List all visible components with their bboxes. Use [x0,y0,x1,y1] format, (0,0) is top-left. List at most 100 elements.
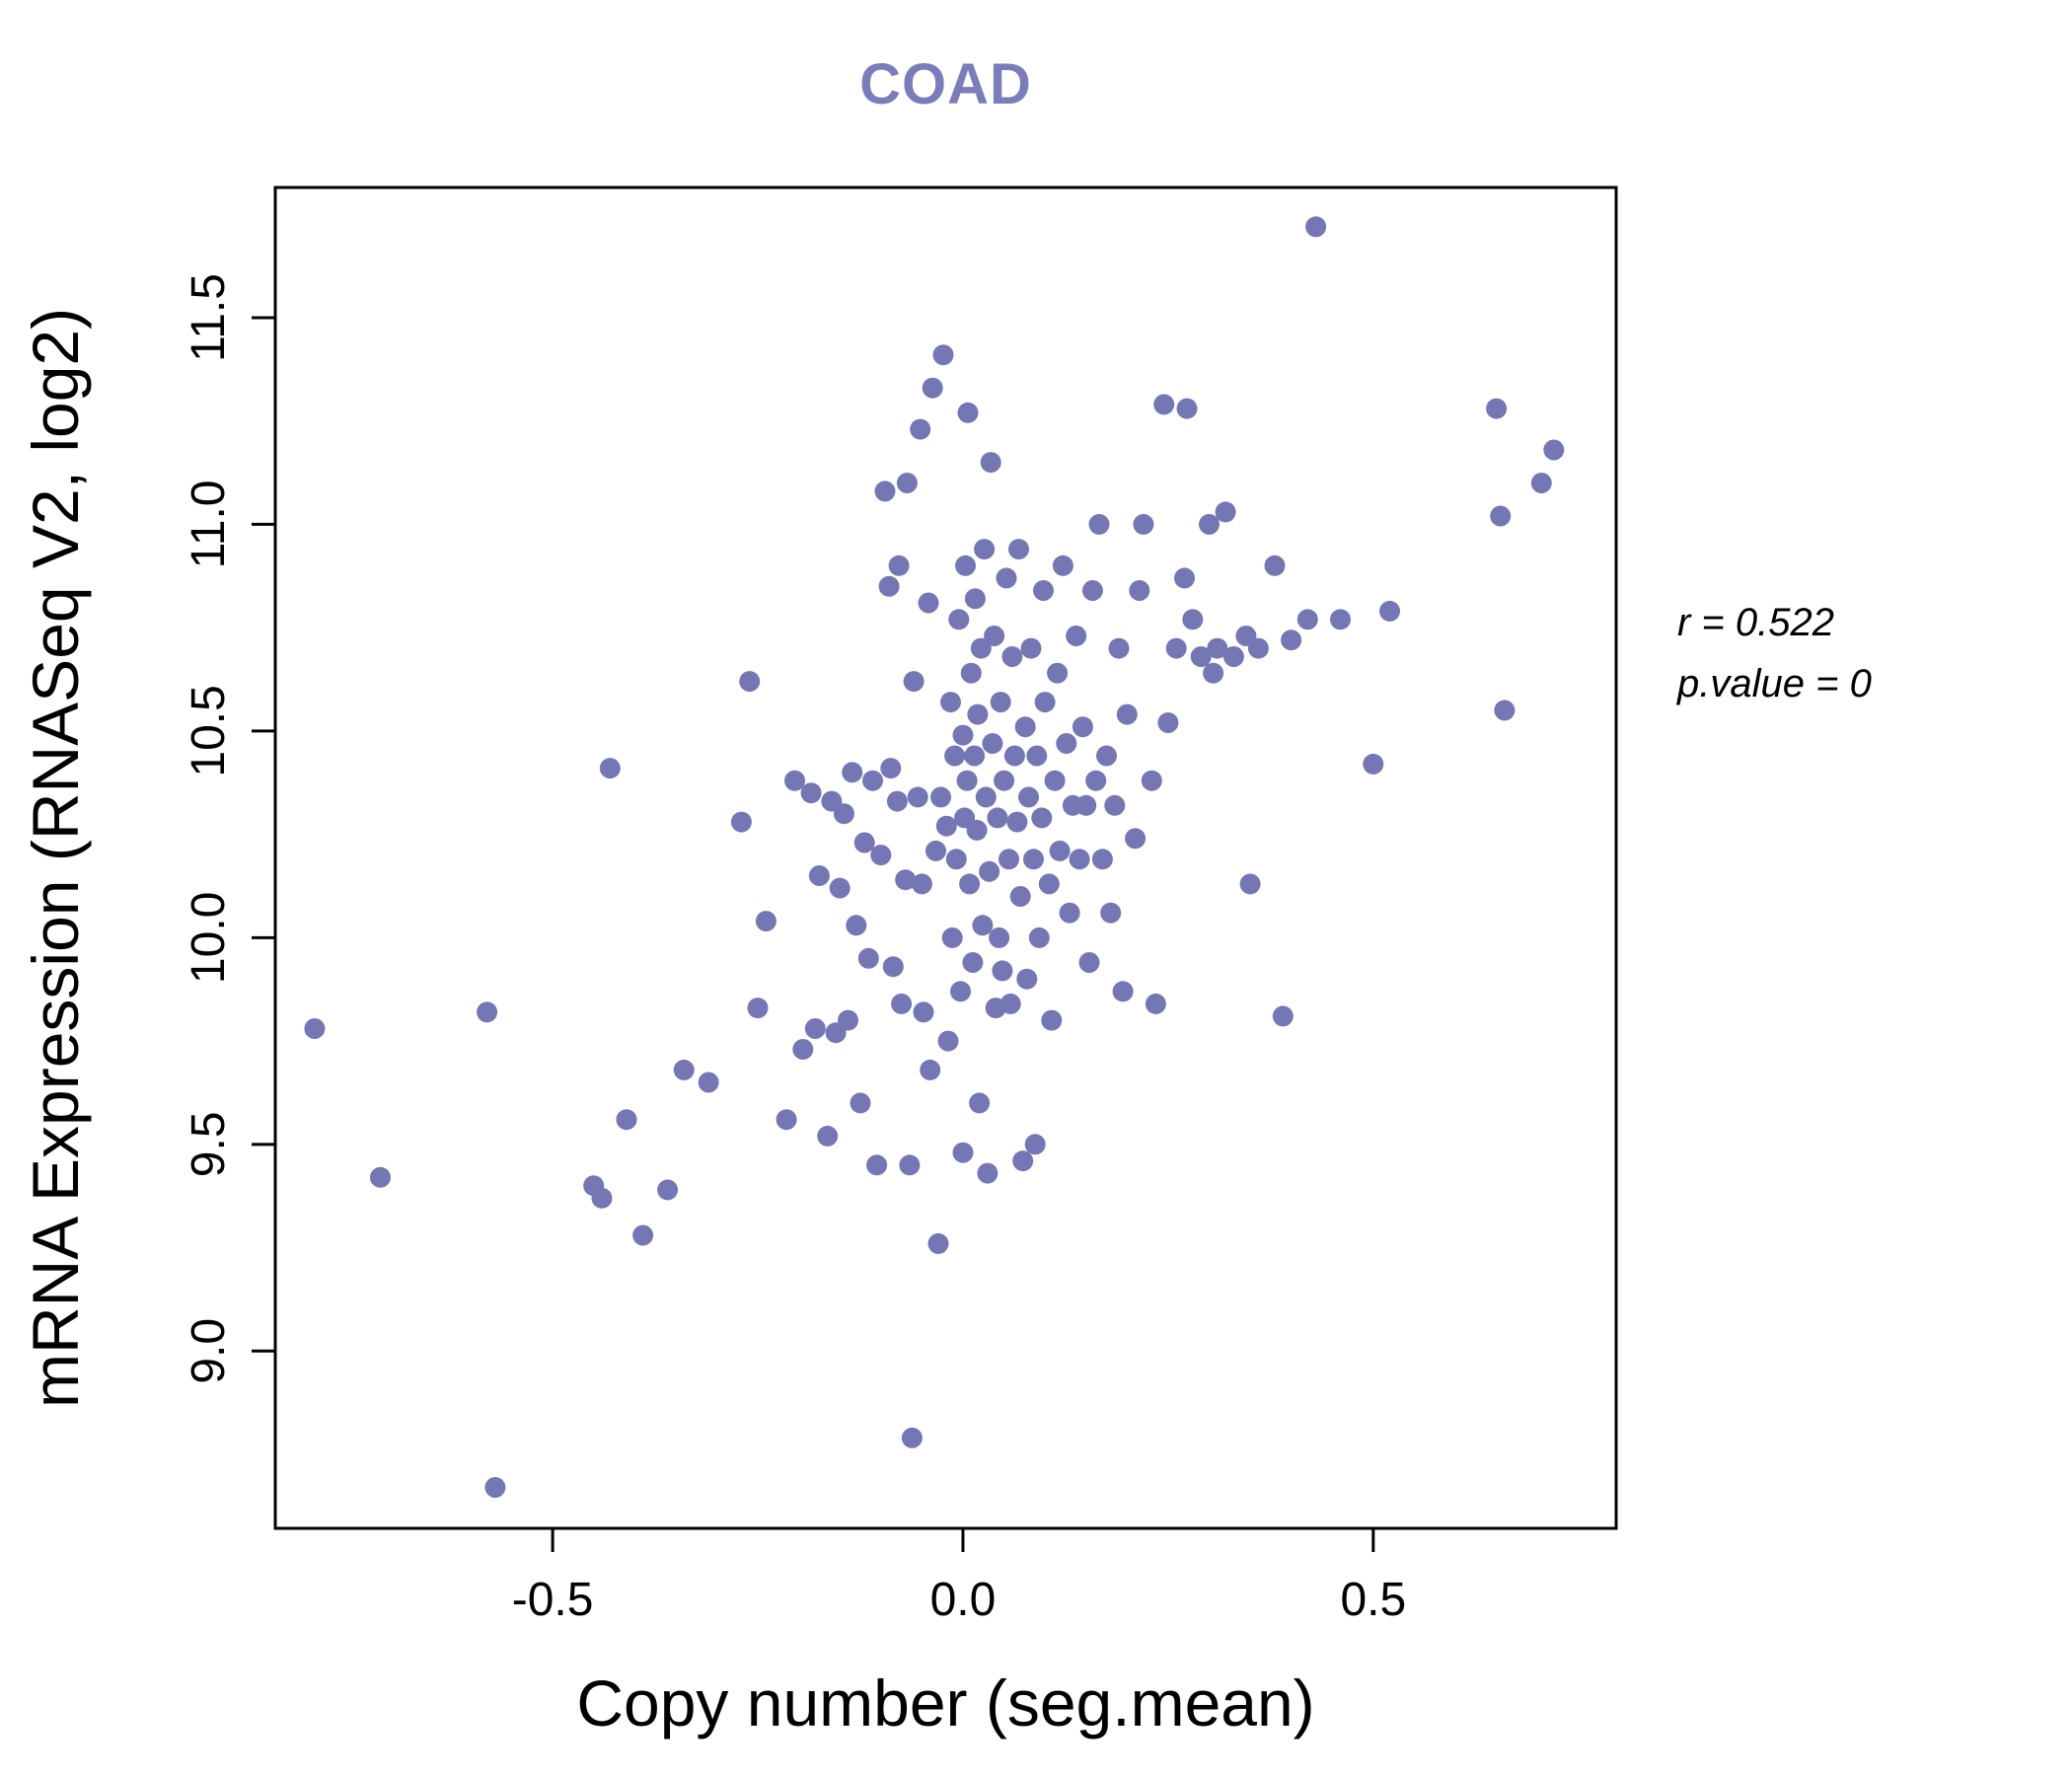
data-point [1018,786,1039,808]
data-point [747,998,769,1019]
data-point [979,860,1000,882]
data-point [888,555,910,576]
data-point [952,1142,974,1163]
data-point [1078,952,1100,973]
data-point [899,1154,921,1176]
data-point [1247,637,1269,659]
data-point [591,1187,613,1209]
x-axis-label: Copy number (seg.mean) [576,1666,1315,1739]
data-point [1165,637,1187,659]
data-point [1014,716,1036,738]
y-axis-label: mRNA Expression (RNASeq V2, log2) [19,307,92,1409]
data-point [1190,646,1212,667]
data-point [1047,662,1069,684]
data-point [969,1092,991,1114]
data-point [792,1039,814,1060]
data-point [632,1224,654,1246]
data-point [1530,473,1552,493]
data-point [935,815,957,837]
data-point [1182,609,1204,630]
data-point [882,956,904,978]
data-point [1023,849,1044,870]
data-point [1239,873,1261,895]
data-point [1081,580,1103,601]
data-point [1049,840,1071,861]
data-point [1215,501,1236,523]
data-point [911,873,932,895]
data-point [1222,646,1244,667]
data-point [932,344,954,366]
data-point [1024,1134,1046,1155]
data-point [1075,794,1097,816]
data-point [950,981,971,1002]
data-point [1145,993,1166,1014]
data-point [776,1109,797,1131]
data-point [895,869,917,891]
y-tick-label: 10.5 [183,685,235,777]
data-point [1012,1150,1034,1172]
data-point [1207,637,1228,659]
data-point [896,473,918,493]
data-point [984,626,1005,646]
data-point [970,637,992,659]
data-point [956,770,978,791]
data-point [1305,216,1327,238]
data-point [1490,505,1512,527]
data-point [1112,981,1134,1002]
data-point [940,692,961,713]
data-point [962,952,984,973]
data-point [1141,770,1162,791]
data-point [829,877,851,899]
y-tick-label: 9.5 [183,1111,235,1177]
data-point [1028,926,1050,948]
data-point [817,1125,839,1147]
data-point [874,481,896,502]
data-point [866,1154,888,1176]
x-tick-label: 0.5 [1340,1574,1406,1626]
data-point [901,1427,923,1448]
plot-border [273,185,1618,1530]
data-point [1153,394,1175,415]
data-point [1038,873,1060,895]
data-point [967,703,989,725]
data-point [1116,703,1138,725]
data-point [842,762,863,783]
p-value-text: p.value = 0 [1677,662,1872,705]
data-point [972,915,994,936]
data-point [1091,849,1113,870]
data-point [1044,770,1066,791]
data-point [1096,745,1117,767]
data-point [1104,794,1126,816]
data-point [907,786,928,808]
data-point [952,724,974,746]
data-point [1009,886,1031,907]
x-tick-label: -0.5 [512,1574,594,1626]
data-point [755,911,777,932]
data-point [1174,567,1195,589]
data-point [1006,811,1028,833]
data-point [1033,580,1054,601]
data-point [1031,807,1053,829]
data-point [1543,439,1565,461]
data-point [1281,629,1302,651]
data-point [966,819,988,841]
data-point [1059,902,1080,924]
data-point [1486,398,1508,419]
data-point [1003,745,1025,767]
data-point [599,758,621,779]
data-point [999,849,1019,870]
data-point [477,1001,498,1023]
data-point [1016,968,1038,990]
data-point [1176,398,1198,419]
y-tick-label: 9.0 [183,1318,235,1384]
data-point [999,993,1021,1014]
y-tick-label: 11.0 [183,480,235,568]
data-point [857,947,879,969]
data-point [918,592,939,614]
data-point [1108,637,1130,659]
y-tick-label: 11.5 [183,273,235,362]
data-point [304,1018,326,1039]
data-point [1001,646,1023,667]
data-point [1264,555,1286,576]
data-point [937,1030,959,1052]
